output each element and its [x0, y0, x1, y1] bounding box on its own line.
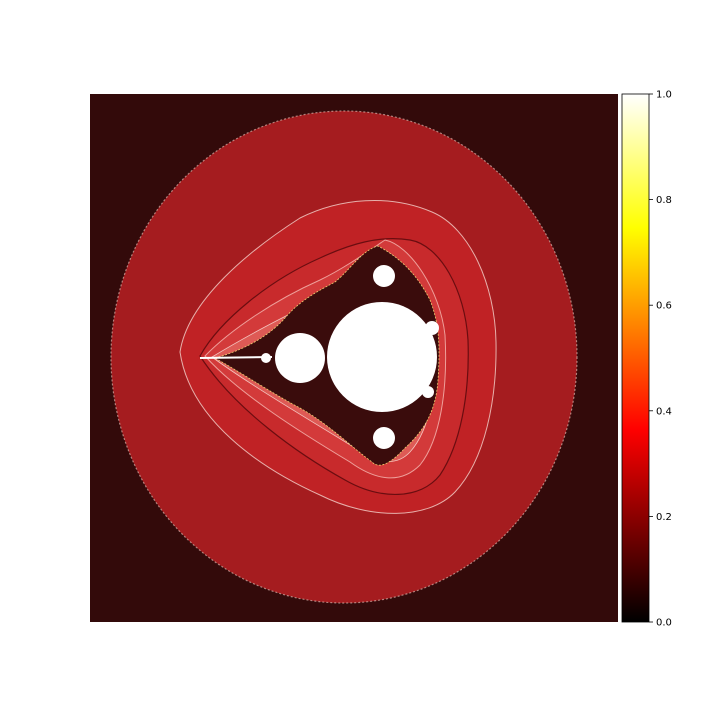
colorbar-ticks: 0.0 0.2 0.4 0.6 0.8 1.0	[649, 90, 672, 629]
colorbar: 0.0 0.2 0.4 0.6 0.8 1.0	[621, 90, 672, 629]
colorbar-tick-label: 0.8	[656, 195, 672, 206]
colorbar-tick-label: 1.0	[656, 90, 672, 101]
colorbar-tick-label: 0.2	[656, 512, 672, 523]
colorbar-tick-label: 0.0	[656, 618, 672, 629]
colorbar-tick-label: 0.4	[656, 406, 672, 417]
colorbar-gradient	[621, 93, 650, 623]
period-2-bulb	[275, 333, 325, 383]
outer-band-highlight	[110, 110, 578, 604]
colorbar-tick-label: 0.6	[656, 301, 672, 312]
heatmap-image	[90, 94, 618, 622]
main-cardioid	[327, 302, 437, 412]
top-bulb	[373, 265, 395, 287]
bottom-bulb	[373, 427, 395, 449]
upper-right-bulb	[425, 321, 439, 335]
lower-right-bulb	[422, 386, 434, 398]
real-axis-antenna	[199, 356, 273, 359]
mandelbrot-set	[261, 265, 439, 449]
